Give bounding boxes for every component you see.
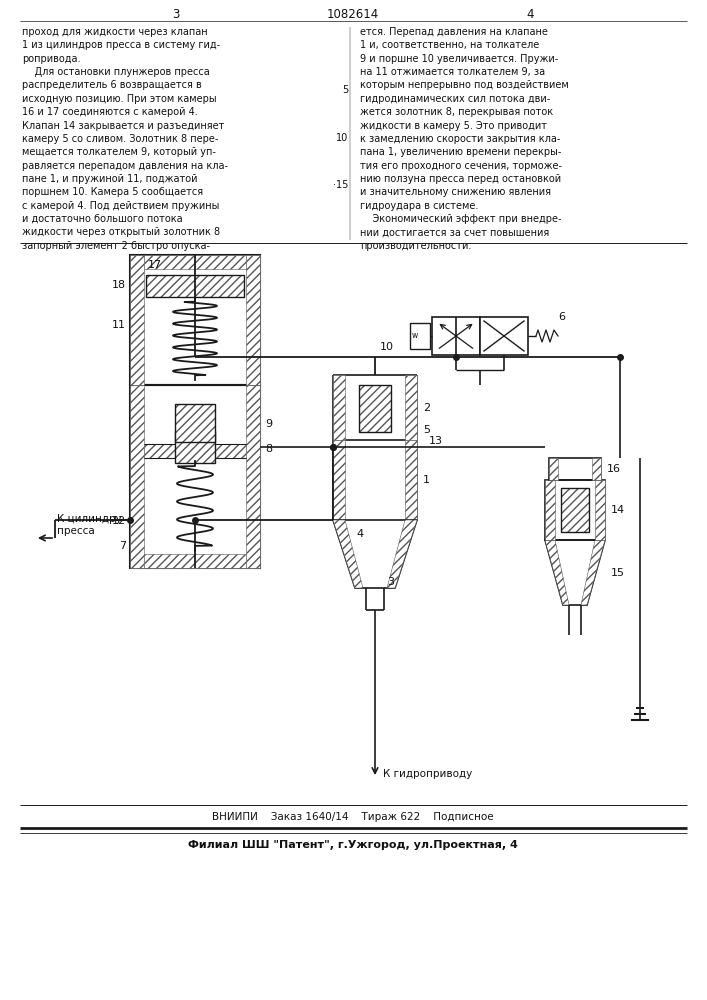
Text: 7: 7 — [119, 541, 126, 551]
Bar — [130, 385, 144, 568]
Text: К цилиндру
пресса: К цилиндру пресса — [57, 514, 122, 536]
Bar — [175, 404, 215, 442]
Text: 4: 4 — [356, 529, 363, 539]
Bar — [130, 255, 260, 385]
Text: ется. Перепад давления на клапане
1 и, соответственно, на толкателе
9 и поршне 1: ется. Перепад давления на клапане 1 и, с… — [360, 27, 568, 251]
Polygon shape — [333, 520, 417, 588]
Bar — [545, 480, 605, 540]
Bar — [144, 554, 246, 568]
Bar — [130, 255, 144, 385]
Text: ·15: ·15 — [332, 180, 348, 190]
Bar — [146, 275, 244, 297]
Bar — [246, 255, 260, 385]
Text: 5: 5 — [423, 425, 430, 435]
Text: w: w — [412, 332, 419, 340]
Text: 2: 2 — [423, 403, 430, 413]
Text: 10: 10 — [336, 133, 348, 143]
Polygon shape — [387, 520, 417, 588]
Bar — [561, 488, 589, 532]
Text: 5: 5 — [341, 85, 348, 95]
Bar — [175, 431, 215, 463]
Text: 12: 12 — [112, 516, 126, 526]
Text: 3: 3 — [173, 7, 180, 20]
Bar — [175, 431, 215, 463]
Text: 3: 3 — [387, 577, 394, 587]
Bar — [130, 385, 260, 568]
Bar — [246, 385, 260, 568]
Text: 6: 6 — [558, 312, 565, 322]
Text: 10: 10 — [380, 342, 394, 352]
Text: 14: 14 — [611, 505, 625, 515]
Bar — [549, 458, 558, 480]
Text: 17: 17 — [148, 260, 162, 270]
Bar — [432, 317, 480, 355]
Text: 9: 9 — [265, 419, 272, 429]
Bar — [549, 458, 601, 480]
Text: проход для жидкости через клапан
1 из цилиндров пресса в систему гид-
ропривода.: проход для жидкости через клапан 1 из ци… — [22, 27, 228, 251]
Text: 11: 11 — [112, 320, 126, 330]
Text: 13: 13 — [429, 436, 443, 446]
Polygon shape — [333, 520, 363, 588]
Polygon shape — [545, 540, 569, 605]
Bar — [175, 404, 215, 442]
Text: ВНИИПИ    Заказ 1640/14    Тираж 622    Подписное: ВНИИПИ Заказ 1640/14 Тираж 622 Подписное — [212, 812, 493, 822]
Text: Филиал ШШ "Патент", г.Ужгород, ул.Проектная, 4: Филиал ШШ "Патент", г.Ужгород, ул.Проект… — [188, 840, 518, 850]
Bar — [146, 275, 244, 297]
Bar — [405, 375, 417, 440]
Text: 18: 18 — [112, 280, 126, 290]
Bar — [405, 440, 417, 520]
Text: 1: 1 — [423, 475, 430, 485]
Bar — [561, 488, 589, 532]
Bar — [480, 317, 528, 355]
Polygon shape — [581, 540, 605, 605]
Bar — [144, 255, 246, 269]
Text: 1082614: 1082614 — [327, 7, 379, 20]
Text: 15: 15 — [611, 568, 625, 578]
Text: 4: 4 — [526, 7, 534, 20]
Bar — [359, 385, 391, 432]
Text: К гидроприводу: К гидроприводу — [383, 769, 472, 779]
Bar — [333, 440, 345, 520]
Text: 8: 8 — [265, 444, 272, 454]
Text: 16: 16 — [607, 464, 621, 474]
Bar — [359, 385, 391, 432]
Bar — [144, 444, 246, 458]
Bar — [595, 480, 605, 540]
Polygon shape — [545, 540, 605, 605]
Bar — [592, 458, 601, 480]
Bar — [333, 375, 345, 440]
Bar — [410, 323, 430, 349]
Bar — [545, 480, 555, 540]
